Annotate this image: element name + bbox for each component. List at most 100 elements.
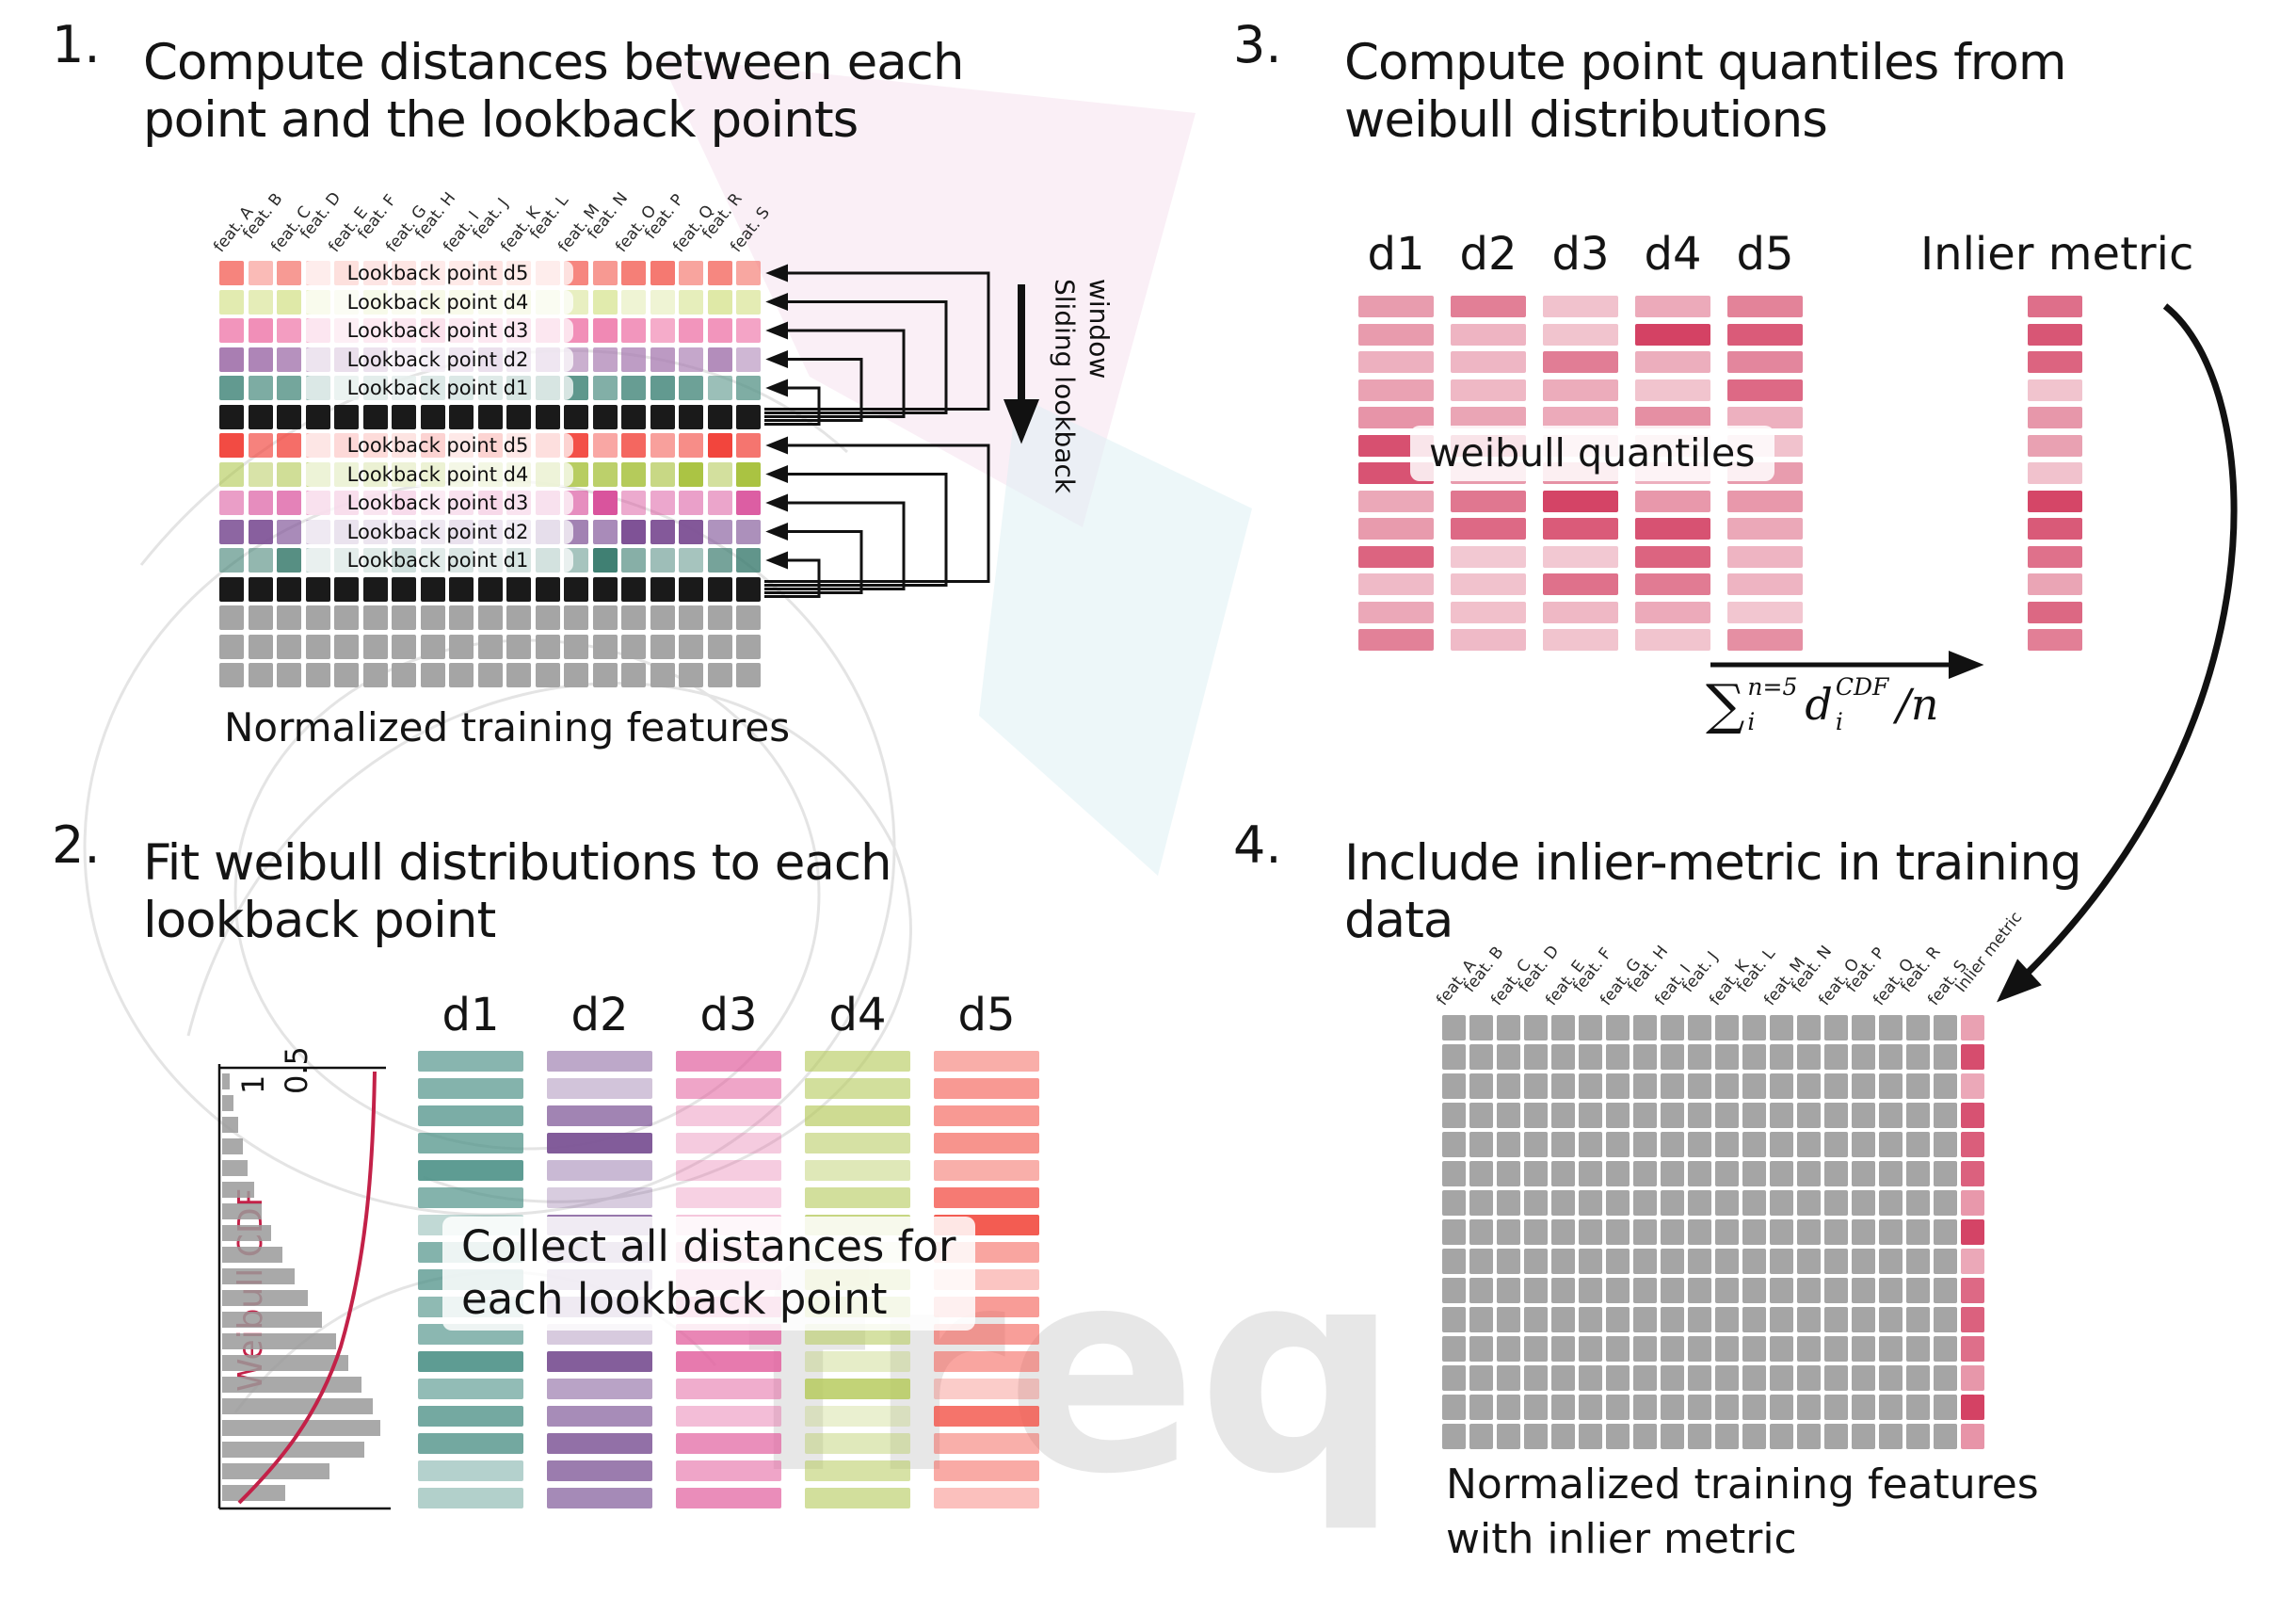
hist-bar [222,1398,373,1414]
grid-cell [248,347,273,372]
hist-bar [222,1203,262,1219]
distance-bar [676,1379,781,1399]
grid-cell [1579,1015,1602,1040]
hist-bar [222,1463,329,1479]
grid-cell [1606,1395,1630,1420]
grid-cell [1879,1073,1903,1099]
grid-cell [650,433,675,458]
grid-cell [1524,1336,1548,1362]
grid-cell [1715,1103,1739,1128]
grid-cell [621,376,646,400]
grid-cell [277,347,301,372]
grid-cell [621,576,646,602]
hist-bar [222,1268,295,1284]
distance-bar [418,1433,523,1454]
grid-cell [1715,1161,1739,1186]
formula-sum-sup: n=5 [1747,673,1798,701]
grid-cell [334,576,359,602]
hist-bar [222,1290,308,1306]
grid-cell [1606,1424,1630,1449]
grid-cell [1797,1424,1821,1449]
grid-cell [621,663,646,687]
grid-cell [592,576,618,602]
grid-cell [621,347,646,372]
distance-bar [1358,323,1434,346]
grid-cell [650,519,675,544]
formula-term: d [1805,679,1833,730]
distance-bar [1543,323,1618,346]
grid-cell [679,404,703,429]
distance-bar [805,1460,910,1481]
grid-cell [736,491,761,515]
distance-bar [805,1160,910,1181]
distance-bar [805,1351,910,1372]
hist-bar [222,1333,336,1349]
distance-bar [1358,407,1434,428]
grid-cell [1852,1278,1875,1303]
grid-cell [592,634,618,659]
grid-cell [1715,1073,1739,1099]
grid-cell [621,519,646,544]
distance-bar [1727,490,1803,512]
distance-bar [676,1160,781,1181]
grid-cell [1770,1424,1793,1449]
grid-cell [1906,1132,1930,1157]
grid-cell [1906,1015,1930,1040]
grid-cell [1906,1161,1930,1186]
grid-cell [1442,1044,1466,1070]
grid-cell [1606,1190,1630,1216]
grid-cell [1469,1336,1493,1362]
grid-cell [1824,1015,1848,1040]
grid-cell [362,634,388,659]
distance-bar [934,1160,1039,1181]
grid-cell [1551,1044,1575,1070]
grid-cell [707,461,732,487]
grid-cell [1497,1161,1520,1186]
grid-cell [1497,1249,1520,1274]
grid-cell [1497,1395,1520,1420]
p3-overlay-note: weibull quantiles [1410,426,1774,482]
grid-cell [420,605,445,630]
grid-cell [1797,1395,1821,1420]
grid-cell [277,634,301,659]
grid-cell [1961,1132,1984,1157]
step-1-title: Compute distances between each point and… [143,34,964,150]
grid-cell [420,663,445,687]
grid-cell [621,289,646,315]
grid-cell [1442,1132,1466,1157]
grid-cell [535,404,560,429]
distance-bar [1635,518,1710,540]
distance-bar [676,1187,781,1208]
grid-cell [305,576,330,602]
grid-cell [506,605,531,630]
grid-cell [1606,1365,1630,1391]
grid-cell [219,433,244,458]
grid-cell [1715,1336,1739,1362]
grid-cell [1688,1073,1711,1099]
grid-cell [362,605,388,630]
grid-cell [1497,1073,1520,1099]
grid-cell [1934,1044,1957,1070]
grid-cell [1770,1365,1793,1391]
distance-bar [1358,490,1434,512]
grid-cell [1742,1365,1766,1391]
grid-cell [1879,1424,1903,1449]
distance-bar [1543,490,1618,512]
grid-cell [1742,1395,1766,1420]
distance-bar [805,1078,910,1099]
hist-bar [222,1312,322,1328]
grid-cell [1797,1103,1821,1128]
grid-cell [334,605,359,630]
grid-cell [1742,1044,1766,1070]
distance-bar [1727,323,1803,346]
grid-cell [1879,1161,1903,1186]
grid-cell [736,576,761,602]
lookback-row-label: Lookback point d4 [302,461,573,487]
step-4-title-line-2: data [1344,892,1453,950]
grid-cell [707,491,732,515]
grid-cell [1497,1365,1520,1391]
distance-bar [1451,518,1526,540]
p2-column-header-d1: d1 [442,989,500,1041]
distance-bar [934,1351,1039,1372]
grid-cell [1442,1161,1466,1186]
